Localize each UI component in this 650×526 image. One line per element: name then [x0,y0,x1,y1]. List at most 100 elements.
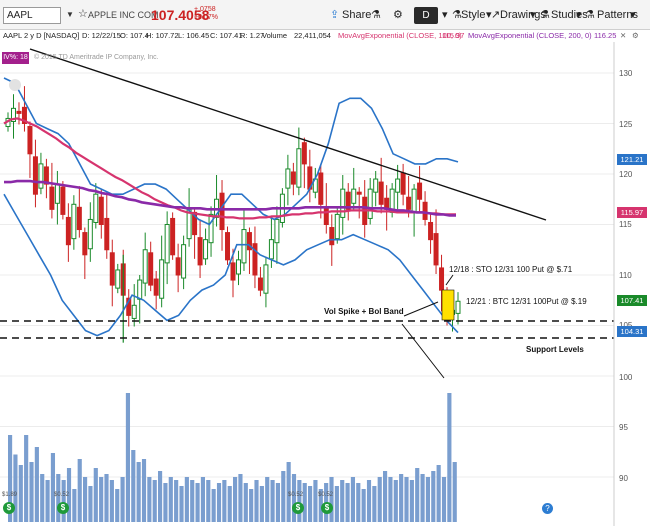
drawings-dropdown-icon[interactable]: ▾ [530,9,536,21]
patterns-dropdown-icon[interactable]: ▾ [630,9,636,21]
volume-bar [184,477,189,522]
candle-body [230,262,236,281]
candle-body [225,232,231,261]
close-study-icon[interactable]: ✕ [620,31,627,40]
volume-bar [190,480,195,522]
patterns-icon[interactable]: ⚗ [585,9,595,21]
candle-body [241,229,247,264]
candle-body [257,277,263,291]
candle-body [268,239,274,260]
style-button[interactable]: Style [461,9,486,21]
volume-bar [109,480,114,522]
volume-bar [195,483,200,522]
volume-bar [233,477,238,522]
candle-body [246,232,252,251]
annotation-support: Support Levels [526,345,584,354]
volume-bar [254,480,259,522]
candle-body [329,227,335,246]
candle-body [395,178,401,193]
candle-body [54,183,60,204]
volume-bar [152,480,157,522]
axis-label: 130 [619,69,633,78]
dividend-icon[interactable]: $ [321,502,333,514]
volume-bar [404,477,409,522]
candle-body [274,218,280,244]
ma100-line [3,117,456,220]
candle-body [153,278,159,296]
candle-body [104,217,110,251]
annotation-btc: 12/21 : BTC 12/31 100Put @ $.19 [466,297,587,306]
drawings-icon[interactable]: ↗ [491,9,501,21]
annotation-arrow-vol [403,301,439,317]
apple-logo-icon [9,79,21,91]
studies-dropdown-icon[interactable]: ▾ [576,9,582,21]
company-name: APPLE INC COM [88,10,159,20]
style-dropdown-icon[interactable]: ▾ [486,9,492,21]
volume-bar [34,447,39,522]
vol-spike-highlight [441,289,455,321]
symbol-input[interactable]: AAPL [3,7,61,24]
candle-body [137,279,143,300]
dividend-icon[interactable]: $ [3,502,15,514]
volume-bar [361,489,366,522]
dividend-icon[interactable]: $ [57,502,69,514]
favorite-star-icon[interactable]: ☆ [78,8,88,20]
volume-bar [200,477,206,522]
volume-value: 22,411,054 [294,31,331,40]
volume-bar [8,435,13,522]
volume-bar [420,474,425,522]
period-dropdown-icon[interactable]: ▾ [442,9,448,21]
volume-bar [313,480,318,522]
volume-bar [104,474,109,522]
candle-body [131,304,137,319]
volume-bar [72,489,77,522]
patterns-button[interactable]: Patterns [597,9,638,21]
gear-icon[interactable]: ⚙ [393,9,403,21]
price-change: +.0758 [194,6,216,13]
volume-bar [399,474,404,522]
volume-bar [356,483,361,522]
annotation-sto: 12/18 : STO 12/31 100 Put @ $.71 [449,265,573,274]
volume-bar [174,480,179,522]
candle-body [252,243,258,276]
volume-bar [206,480,211,522]
symbol-dropdown-icon[interactable]: ▼ [66,10,74,19]
volume-bar [334,486,339,522]
candlesticks [5,86,461,343]
style-icon[interactable]: ⚗ [452,9,462,21]
share-button[interactable]: Share [342,9,372,21]
studies-button[interactable]: Studies [551,9,588,21]
candle-body [340,188,346,218]
volume-bar [340,480,345,522]
volume-bars [8,393,457,522]
candle-body [43,166,49,185]
price-chart[interactable] [0,42,650,526]
help-icon[interactable]: ? [542,503,553,514]
volume-bar [24,435,29,522]
candle-body [164,224,170,264]
flask-icon[interactable]: ⚗ [371,9,381,21]
candle-body [98,196,104,225]
drawings-button[interactable]: Drawings [500,9,546,21]
ma100-tag: 115.97 [617,207,647,218]
volume-bar [452,462,457,522]
candle-body [142,249,148,284]
dividend-icon[interactable]: $ [292,502,304,514]
ma200-value: 116.25 [594,31,617,40]
candle-body [356,191,362,195]
dividend-label: $0.52 [318,492,334,498]
studies-icon[interactable]: ⚗ [540,9,550,21]
volume-bar [415,468,420,522]
candle-body [203,239,209,260]
candle-body [351,188,357,204]
annotation-arrow-sto [445,274,454,286]
volume-bar [77,459,82,522]
volume-bar [136,462,141,522]
ma100-label: MovAvgExponential (CLOSE, 100, 0) [338,31,462,40]
volume-bar [275,483,281,522]
candle-body [263,264,269,294]
study-settings-icon[interactable]: ⚙ [632,31,639,40]
volume-bar [318,489,323,522]
period-selector[interactable]: D [414,7,438,24]
share-icon[interactable]: ⇪ [330,9,340,21]
